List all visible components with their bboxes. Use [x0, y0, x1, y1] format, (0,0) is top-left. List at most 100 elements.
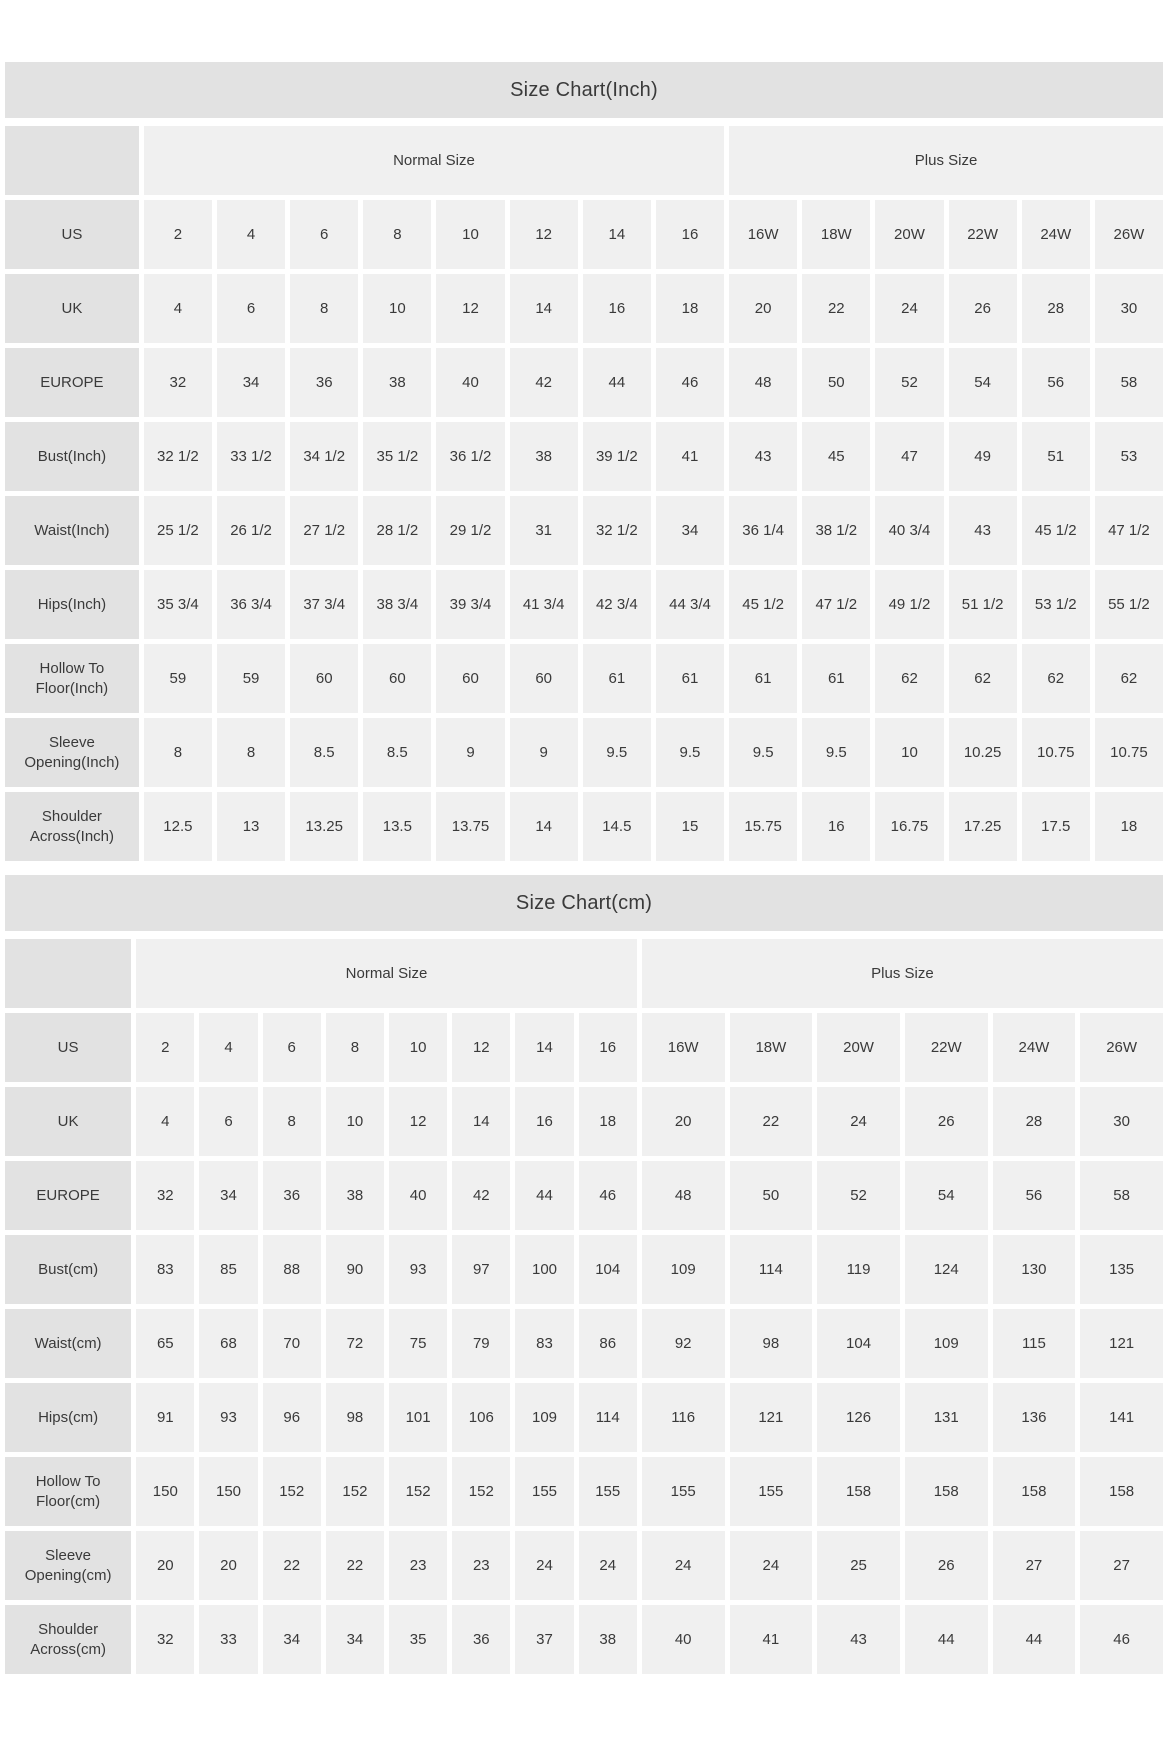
- size-value-cell: 20W: [817, 1013, 900, 1082]
- size-value-cell: 158: [904, 1457, 988, 1526]
- row-label: Hips(cm): [5, 1383, 132, 1452]
- size-value-cell: 46: [655, 348, 725, 417]
- size-value-cell: 152: [452, 1457, 511, 1526]
- size-value-cell: 10: [363, 274, 432, 343]
- size-value-cell: 26: [948, 274, 1017, 343]
- size-value-cell: 41 3/4: [509, 570, 578, 639]
- size-value-cell: 18: [655, 274, 725, 343]
- size-value-cell: 39 3/4: [436, 570, 505, 639]
- size-value-cell: 24W: [1021, 200, 1090, 269]
- size-value-cell: 152: [325, 1457, 385, 1526]
- size-value-cell: 38: [578, 1605, 637, 1674]
- size-value-cell: 41: [655, 422, 725, 491]
- size-row: UK 4 6 8 10 12 14 16 18 20 22 24 26 28 30: [5, 1087, 1163, 1156]
- size-value-cell: 62: [875, 644, 944, 713]
- size-value-cell: 55 1/2: [1094, 570, 1163, 639]
- size-group-header-row: Normal Size Plus Size: [5, 939, 1163, 1008]
- size-row: Sleeve Opening(cm) 20 20 22 22 23 23 24 24 24 24 25…: [5, 1531, 1163, 1600]
- size-value-cell: 23: [389, 1531, 448, 1600]
- row-label: UK: [5, 274, 139, 343]
- size-chart-cm-title: Size Chart(cm): [5, 875, 1163, 931]
- size-value-cell: 158: [992, 1457, 1076, 1526]
- size-value-cell: 16: [515, 1087, 574, 1156]
- size-value-cell: 61: [729, 644, 798, 713]
- size-value-cell: 91: [136, 1383, 195, 1452]
- size-value-cell: 14: [509, 274, 578, 343]
- size-value-cell: 61: [802, 644, 871, 713]
- size-value-cell: 34: [199, 1161, 258, 1230]
- size-row: US 2 4 6 8 10 12 14 16 16W 18W 20W 22W 24W 26W: [5, 200, 1163, 269]
- size-value-cell: 10.75: [1094, 718, 1163, 787]
- size-value-cell: 61: [655, 644, 725, 713]
- size-value-cell: 104: [817, 1309, 900, 1378]
- size-value-cell: 24W: [992, 1013, 1076, 1082]
- size-value-cell: 155: [641, 1457, 725, 1526]
- size-value-cell: 22: [262, 1531, 321, 1600]
- size-value-cell: 22W: [904, 1013, 988, 1082]
- size-value-cell: 25: [817, 1531, 900, 1600]
- size-value-cell: 109: [641, 1235, 725, 1304]
- size-value-cell: 38: [363, 348, 432, 417]
- size-row: Hips(cm) 91 93 96 98 101 106 109 114 116 121 126 131…: [5, 1383, 1163, 1452]
- size-value-cell: 12: [436, 274, 505, 343]
- size-value-cell: 36: [262, 1161, 321, 1230]
- size-value-cell: 34: [655, 496, 725, 565]
- size-value-cell: 20: [199, 1531, 258, 1600]
- size-value-cell: 36: [290, 348, 359, 417]
- size-value-cell: 45 1/2: [729, 570, 798, 639]
- size-value-cell: 22W: [948, 200, 1017, 269]
- size-value-cell: 10: [325, 1087, 385, 1156]
- size-value-cell: 53 1/2: [1021, 570, 1090, 639]
- size-value-cell: 16W: [729, 200, 798, 269]
- size-value-cell: 35 3/4: [143, 570, 212, 639]
- size-value-cell: 16: [578, 1013, 637, 1082]
- size-value-cell: 10: [389, 1013, 448, 1082]
- size-value-cell: 152: [262, 1457, 321, 1526]
- size-value-cell: 8: [290, 274, 359, 343]
- size-value-cell: 114: [578, 1383, 637, 1452]
- size-value-cell: 29 1/2: [436, 496, 505, 565]
- size-value-cell: 24: [875, 274, 944, 343]
- size-chart-inch-title: Size Chart(Inch): [5, 62, 1163, 118]
- size-value-cell: 38 1/2: [802, 496, 871, 565]
- size-value-cell: 22: [325, 1531, 385, 1600]
- size-value-cell: 35: [389, 1605, 448, 1674]
- size-value-cell: 6: [199, 1087, 258, 1156]
- row-label: Hips(Inch): [5, 570, 139, 639]
- size-value-cell: 48: [729, 348, 798, 417]
- size-value-cell: 121: [729, 1383, 813, 1452]
- size-value-cell: 16: [582, 274, 651, 343]
- size-value-cell: 100: [515, 1235, 574, 1304]
- row-label: Waist(cm): [5, 1309, 132, 1378]
- size-value-cell: 51 1/2: [948, 570, 1017, 639]
- size-value-cell: 24: [578, 1531, 637, 1600]
- size-value-cell: 109: [904, 1309, 988, 1378]
- row-label: US: [5, 1013, 132, 1082]
- size-value-cell: 16W: [641, 1013, 725, 1082]
- size-value-cell: 6: [262, 1013, 321, 1082]
- size-value-cell: 39 1/2: [582, 422, 651, 491]
- size-value-cell: 83: [136, 1235, 195, 1304]
- size-value-cell: 33 1/2: [216, 422, 286, 491]
- size-value-cell: 10: [436, 200, 505, 269]
- size-value-cell: 22: [729, 1087, 813, 1156]
- normal-size-header: Normal Size: [143, 126, 725, 195]
- size-row: EUROPE 32 34 36 38 40 42 44 46 48 50 52 54 56 58: [5, 348, 1163, 417]
- size-value-cell: 141: [1080, 1383, 1163, 1452]
- size-value-cell: 44: [904, 1605, 988, 1674]
- size-row: EUROPE 32 34 36 38 40 42 44 46 48 50 52 54 56 58: [5, 1161, 1163, 1230]
- row-label: Bust(Inch): [5, 422, 139, 491]
- size-value-cell: 106: [452, 1383, 511, 1452]
- row-label: Hollow To Floor(Inch): [5, 644, 139, 713]
- size-value-cell: 34 1/2: [290, 422, 359, 491]
- size-value-cell: 30: [1094, 274, 1163, 343]
- size-value-cell: 42: [509, 348, 578, 417]
- size-value-cell: 60: [290, 644, 359, 713]
- size-value-cell: 40: [641, 1605, 725, 1674]
- size-chart-cm-section: Size Chart(cm) Normal Size Plus Size US 2 4 6…: [0, 875, 1168, 1679]
- size-value-cell: 8: [363, 200, 432, 269]
- size-value-cell: 38 3/4: [363, 570, 432, 639]
- size-value-cell: 131: [904, 1383, 988, 1452]
- row-label: Sleeve Opening(Inch): [5, 718, 139, 787]
- size-value-cell: 62: [1094, 644, 1163, 713]
